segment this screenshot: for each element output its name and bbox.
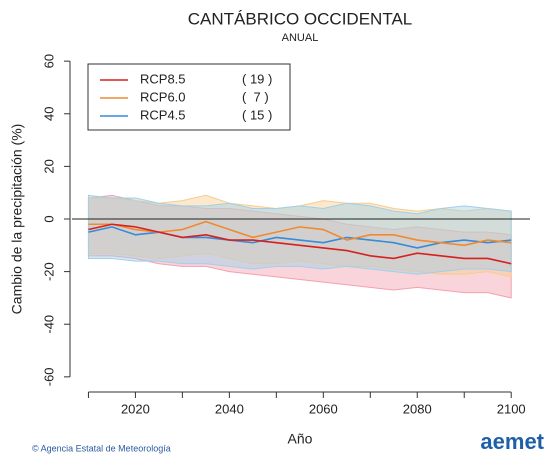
- range-band: [87, 194, 512, 275]
- footer-logo: aemet: [480, 429, 544, 454]
- x-tick-label: 2060: [309, 401, 338, 416]
- y-tick-label: 60: [41, 54, 56, 68]
- legend-label: RCP8.5: [140, 71, 186, 86]
- legend-label: RCP6.0: [140, 89, 186, 104]
- x-tick-label: 2020: [121, 401, 150, 416]
- x-tick-label: 2080: [403, 401, 432, 416]
- chart-title: CANTÁBRICO OCCIDENTAL: [188, 9, 413, 28]
- legend-label: RCP4.5: [140, 107, 186, 122]
- y-tick-label: -20: [41, 262, 56, 281]
- y-axis-label: Cambio de la precipitación (%): [9, 124, 25, 315]
- y-tick-label: -40: [41, 315, 56, 334]
- x-axis-label: Año: [288, 431, 313, 447]
- series-line: [88, 223, 512, 265]
- x-tick-label: 2100: [497, 401, 526, 416]
- y-tick-label: 0: [41, 215, 56, 222]
- legend-box: [87, 63, 291, 131]
- y-tick-label: 40: [41, 107, 56, 121]
- chart-subtitle: ANUAL: [282, 32, 319, 44]
- y-tick-label: -60: [41, 367, 56, 386]
- footer-agency: © Agencia Estatal de Meteorología: [32, 443, 171, 453]
- range-band: [87, 194, 512, 299]
- x-tick-label: 2040: [215, 401, 244, 416]
- y-tick-label: 20: [41, 159, 56, 173]
- legend-count: ( 19 ): [242, 71, 272, 86]
- legend-count: ( 15 ): [242, 107, 272, 122]
- legend-count: ( 7 ): [242, 89, 269, 104]
